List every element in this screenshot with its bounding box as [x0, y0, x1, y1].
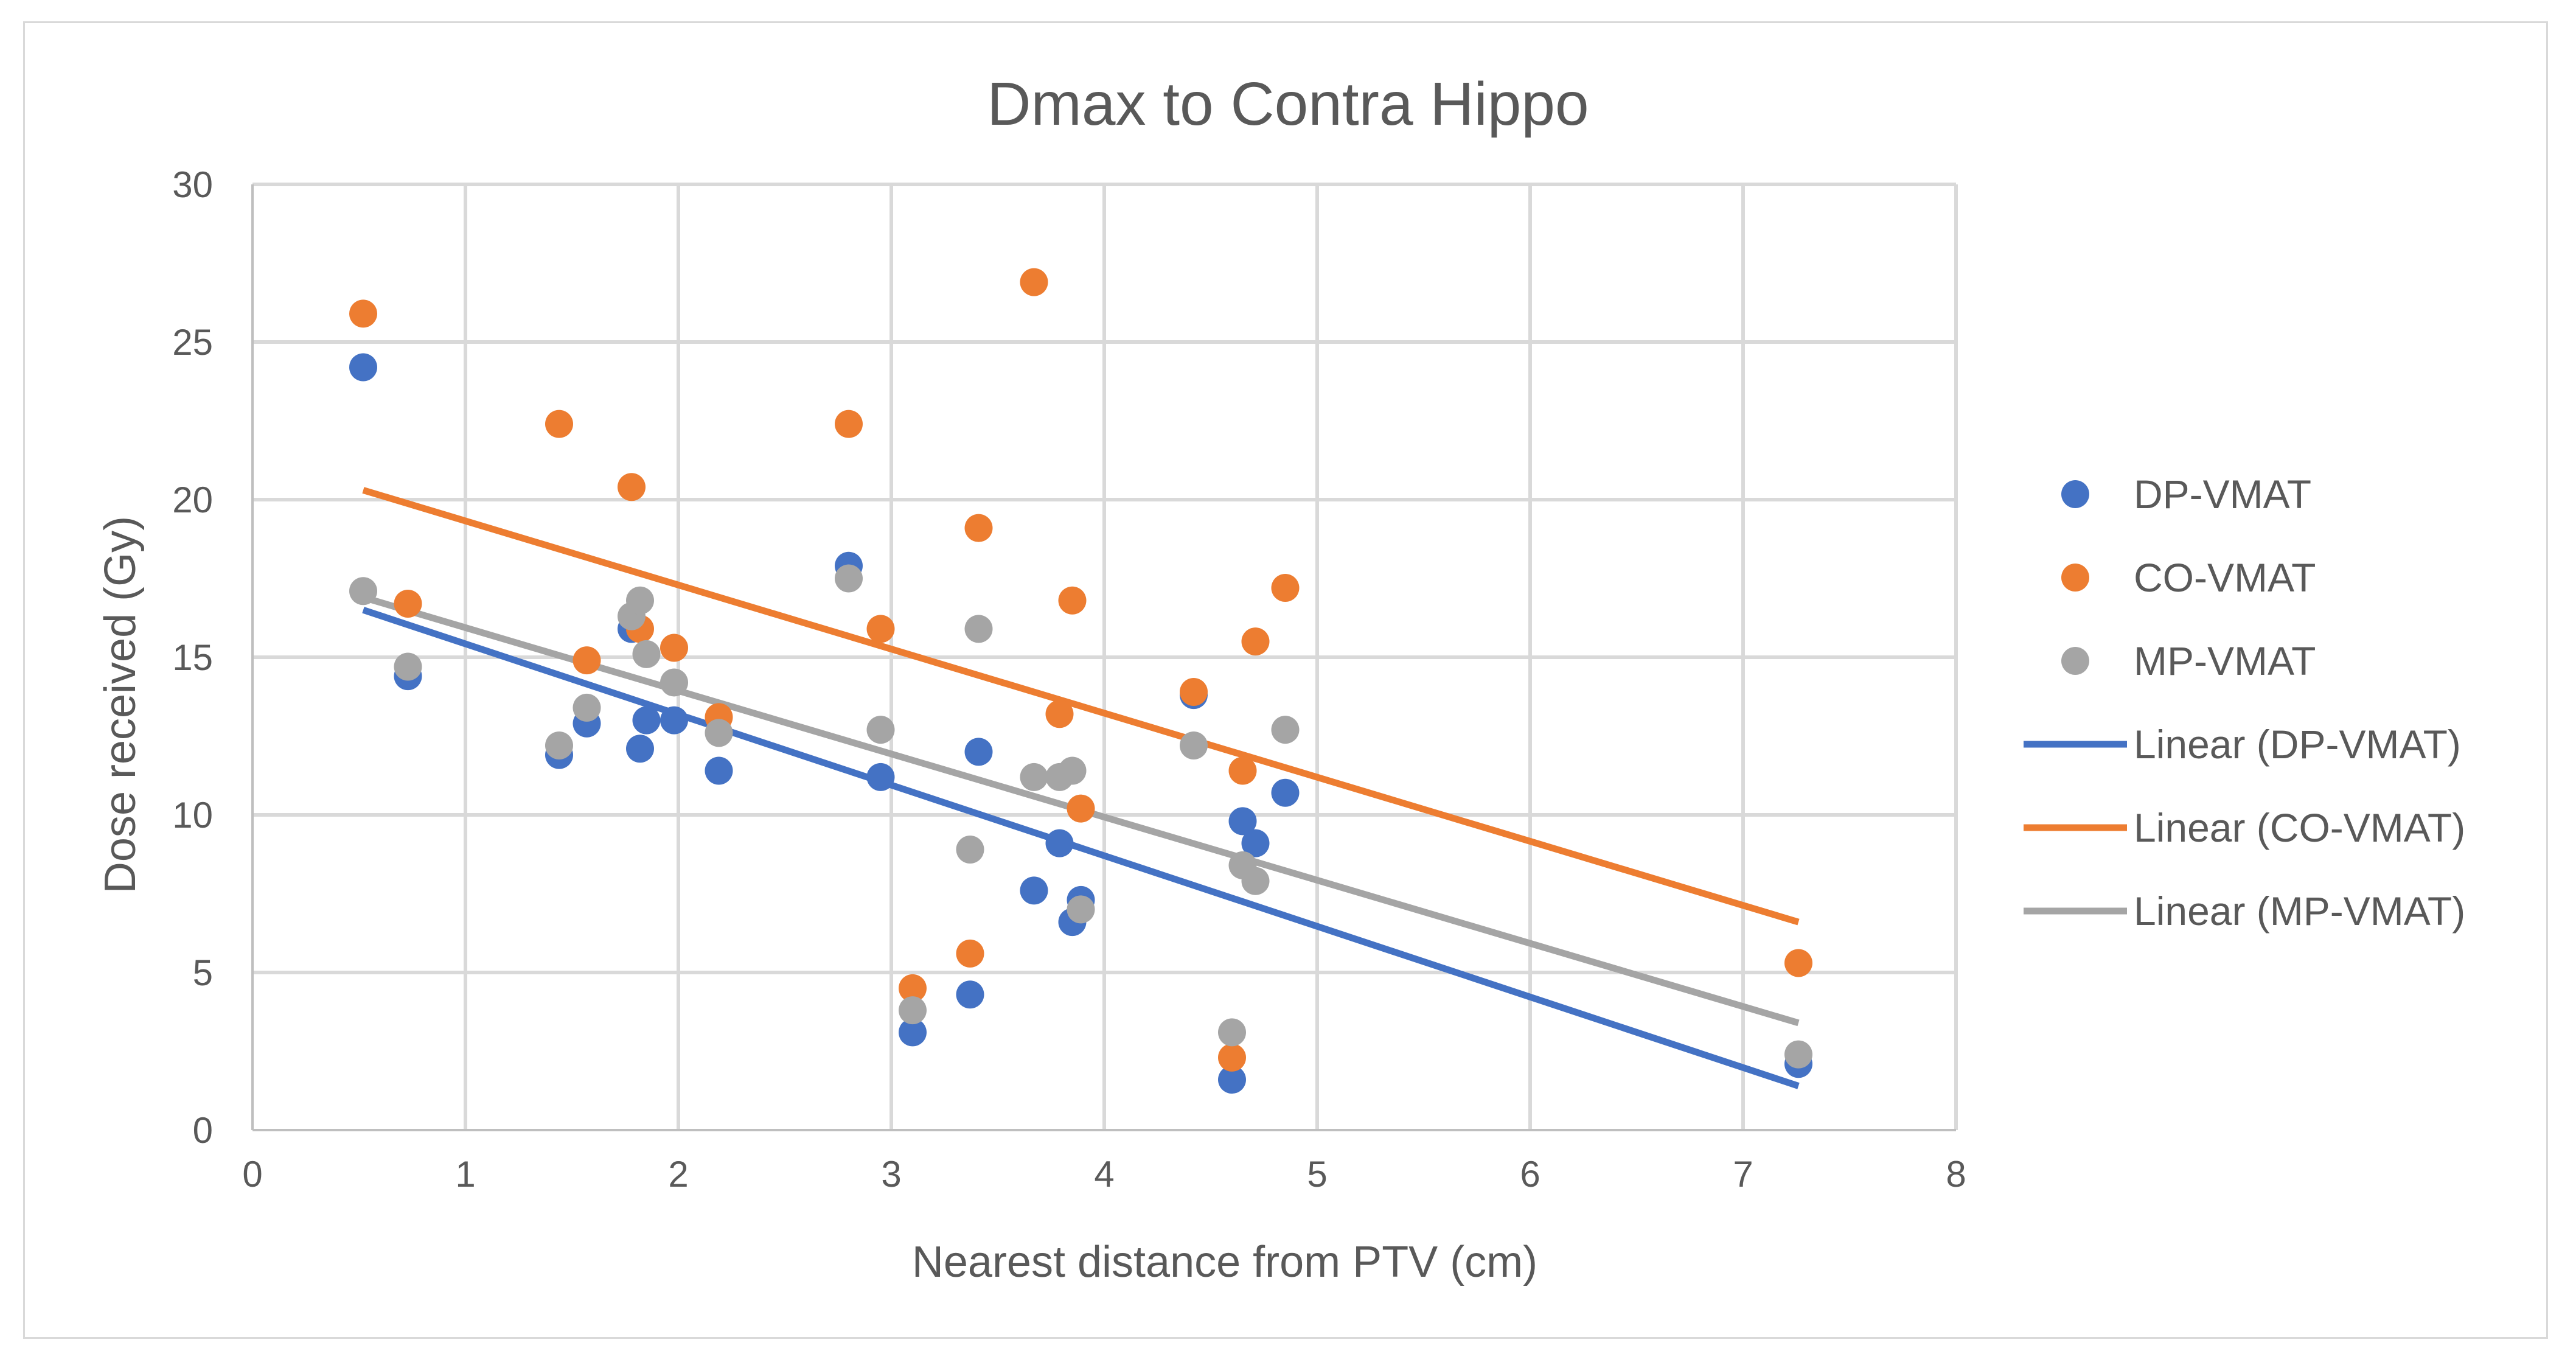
legend-label: CO-VMAT [2134, 555, 2316, 600]
point-co-vmat [899, 974, 927, 1002]
y-tick-label: 20 [172, 480, 213, 520]
point-mp-vmat [573, 693, 601, 722]
legend-label: Linear (MP-VMAT) [2134, 888, 2465, 934]
point-mp-vmat [1218, 1018, 1246, 1047]
x-tick-label: 1 [455, 1154, 475, 1195]
chart-frame [23, 21, 2548, 1339]
point-co-vmat [394, 589, 422, 618]
point-dp-vmat [660, 706, 688, 735]
y-tick-label: 0 [193, 1110, 213, 1151]
point-mp-vmat [866, 716, 895, 744]
legend-marker-dp-vmat [2061, 480, 2089, 508]
legend-label: Linear (DP-VMAT) [2134, 722, 2461, 767]
point-mp-vmat [545, 731, 573, 760]
y-tick-label: 25 [172, 322, 213, 363]
point-mp-vmat [626, 586, 654, 615]
point-co-vmat [1228, 756, 1257, 785]
point-co-vmat [1067, 794, 1095, 823]
point-co-vmat [618, 473, 646, 501]
legend-marker-co-vmat [2061, 564, 2089, 592]
point-dp-vmat [956, 980, 984, 1009]
point-co-vmat [1020, 268, 1048, 296]
point-co-vmat [835, 410, 863, 438]
x-tick-label: 3 [881, 1154, 901, 1195]
point-dp-vmat [1228, 807, 1257, 836]
point-dp-vmat [626, 735, 654, 763]
x-tick-label: 7 [1733, 1154, 1753, 1195]
legend-label: DP-VMAT [2134, 472, 2311, 517]
y-tick-label: 10 [172, 795, 213, 836]
point-co-vmat [1271, 574, 1300, 602]
chart-title: Dmax to Contra Hippo [987, 70, 1589, 138]
point-dp-vmat [1020, 876, 1048, 905]
point-co-vmat [1241, 627, 1270, 656]
point-dp-vmat [899, 1018, 927, 1047]
point-co-vmat [964, 514, 993, 542]
point-dp-vmat [964, 738, 993, 766]
y-tick-label: 5 [193, 952, 213, 993]
x-tick-label: 2 [668, 1154, 688, 1195]
point-co-vmat [573, 646, 601, 675]
point-mp-vmat [1067, 895, 1095, 924]
point-mp-vmat [1241, 867, 1270, 895]
tick-labels: 0 5 10 15 20 25 30 0 1 2 3 4 5 6 7 8 [172, 164, 1966, 1195]
point-mp-vmat [632, 640, 661, 668]
x-axis-label: Nearest distance from PTV (cm) [912, 1238, 1537, 1286]
point-mp-vmat [349, 577, 377, 606]
legend: DP-VMAT CO-VMAT MP-VMAT Linear (DP-VMAT) Lin… [2024, 472, 2465, 934]
x-tick-label: 6 [1520, 1154, 1540, 1195]
y-tick-label: 30 [172, 164, 213, 205]
point-dp-vmat [1271, 778, 1300, 807]
point-co-vmat [956, 939, 984, 968]
y-axis-label: Dose received (Gy) [96, 516, 145, 893]
data-points [349, 268, 1812, 1094]
x-tick-label: 4 [1094, 1154, 1114, 1195]
point-co-vmat [1045, 700, 1074, 728]
trendline-linear-co-vmat [362, 487, 1800, 926]
point-mp-vmat [964, 615, 993, 643]
point-mp-vmat [835, 564, 863, 593]
point-dp-vmat [1045, 829, 1074, 857]
legend-label: Linear (CO-VMAT) [2134, 805, 2465, 850]
trendlines [362, 487, 1800, 1089]
point-dp-vmat [1218, 1066, 1246, 1094]
trendline-linear-dp-vmat [362, 607, 1800, 1089]
point-co-vmat [545, 410, 573, 438]
point-mp-vmat [705, 719, 733, 747]
x-tick-label: 0 [242, 1154, 262, 1195]
point-mp-vmat [899, 996, 927, 1025]
point-dp-vmat [705, 756, 733, 785]
x-tick-label: 8 [1946, 1154, 1966, 1195]
point-co-vmat [866, 615, 895, 643]
y-tick-label: 15 [172, 637, 213, 678]
legend-label: MP-VMAT [2134, 638, 2316, 683]
x-tick-label: 5 [1307, 1154, 1327, 1195]
point-mp-vmat [1058, 756, 1087, 785]
point-mp-vmat [1020, 763, 1048, 791]
point-mp-vmat [956, 835, 984, 864]
point-mp-vmat [660, 668, 688, 697]
point-dp-vmat [866, 763, 895, 791]
point-co-vmat [349, 299, 377, 328]
point-mp-vmat [394, 652, 422, 681]
point-mp-vmat [1180, 731, 1208, 760]
point-co-vmat [1180, 677, 1208, 706]
point-dp-vmat [1241, 829, 1270, 857]
point-co-vmat [660, 634, 688, 662]
point-dp-vmat [632, 706, 661, 735]
legend-marker-mp-vmat [2061, 647, 2089, 675]
point-co-vmat [1218, 1043, 1246, 1072]
point-co-vmat [1058, 586, 1087, 615]
point-co-vmat [1784, 949, 1812, 977]
point-mp-vmat [1271, 716, 1300, 744]
point-mp-vmat [1784, 1040, 1812, 1069]
gridlines [251, 183, 1958, 1131]
point-dp-vmat [349, 353, 377, 382]
